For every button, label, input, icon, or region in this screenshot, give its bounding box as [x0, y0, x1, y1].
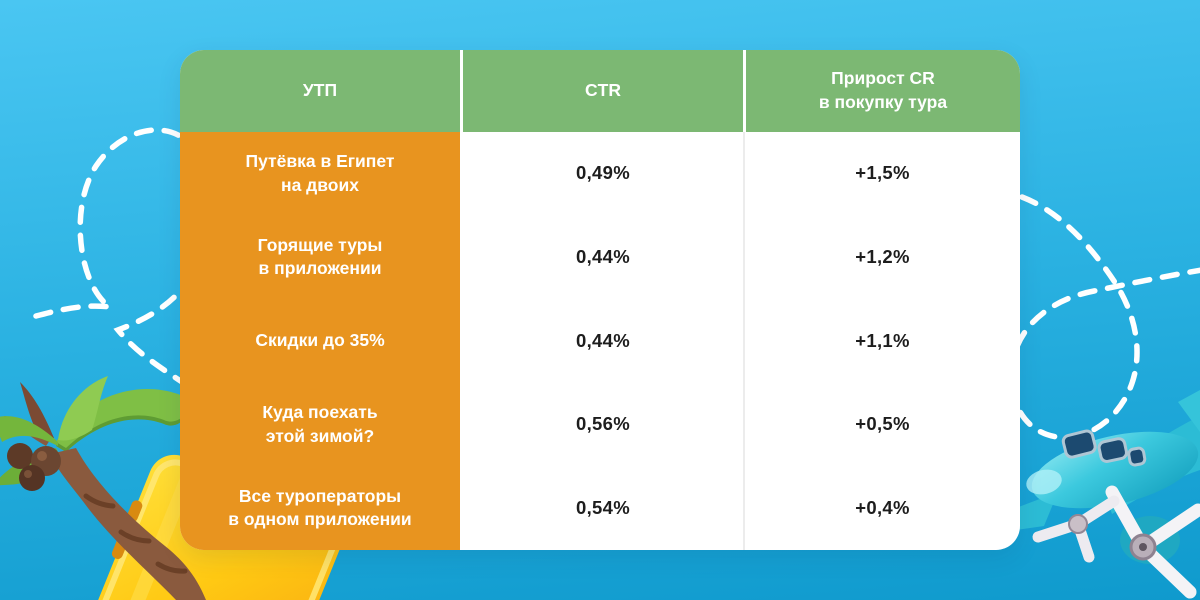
utp-cell: Все туроператоры в одном приложении [180, 466, 460, 550]
ctr-cell: 0,56% [460, 382, 743, 467]
results-table: УТП CTR Прирост CR в покупку тура Путёвк… [180, 50, 1020, 550]
cr-cell: +0,4% [743, 466, 1020, 550]
column-header-cr: Прирост CR в покупку тура [743, 50, 1020, 132]
utp-cell: Путёвка в Египет на двоих [180, 132, 460, 216]
cr-cell: +1,1% [743, 299, 1020, 383]
column-header-ctr: CTR [460, 50, 743, 132]
ctr-cell: 0,44% [460, 299, 743, 383]
cr-cell: +0,5% [743, 382, 1020, 467]
palm-tree-icon [0, 376, 206, 600]
cr-cell: +1,2% [743, 215, 1020, 300]
ctr-cell: 0,49% [460, 132, 743, 216]
airplane-icon [1016, 390, 1200, 599]
utp-cell: Горящие туры в приложении [180, 215, 460, 300]
utp-cell: Куда поехать этой зимой? [180, 382, 460, 467]
cr-cell: +1,5% [743, 132, 1020, 216]
dashed-flight-path-right-icon [1008, 194, 1200, 441]
utp-cell: Скидки до 35% [180, 299, 460, 383]
ctr-cell: 0,54% [460, 466, 743, 550]
column-header-utp: УТП [180, 50, 460, 132]
ctr-cell: 0,44% [460, 215, 743, 300]
